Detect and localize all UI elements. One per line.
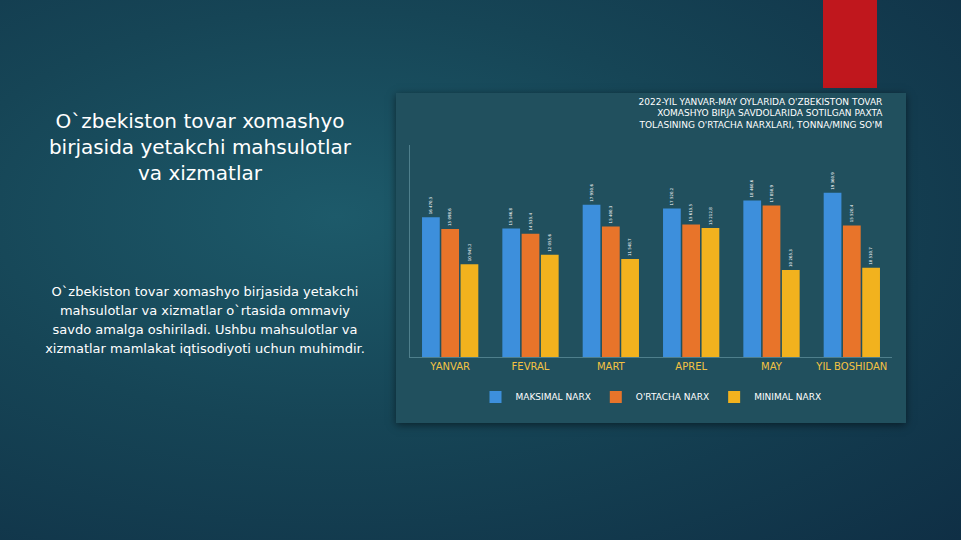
svg-text:10 945,2: 10 945,2 (467, 243, 472, 261)
svg-text:15 615,5: 15 615,5 (688, 203, 693, 221)
svg-text:14 535,4: 14 535,4 (528, 213, 533, 231)
html-text:O`zbekiston tovar xomashyo bir: O`zbekiston tovar xomashyo birjasida yet… (45, 284, 365, 356)
svg-text:YANVAR: YANVAR (429, 361, 470, 372)
svg-text:APREL: APREL (675, 361, 707, 372)
svg-text:17 520,2: 17 520,2 (669, 187, 674, 205)
svg-text:2022-YIL YANVAR-MAY OYLARIDA O: 2022-YIL YANVAR-MAY OYLARIDA O'ZBEKISTON… (638, 97, 883, 130)
svg-text:15 520,4: 15 520,4 (849, 204, 854, 222)
svg-text:MAKSIMAL NARX: MAKSIMAL NARX (516, 392, 591, 402)
svg-text:18 460,6: 18 460,6 (749, 179, 754, 197)
svg-text:17 850,9: 17 850,9 (769, 184, 774, 202)
svg-text:15 146,8: 15 146,8 (508, 207, 513, 225)
svg-text:19 360,9: 19 360,9 (830, 172, 835, 190)
svg-text:FEVRAL: FEVRAL (512, 361, 550, 372)
svg-text:O'RTACHA NARX: O'RTACHA NARX (636, 392, 709, 402)
svg-text:16 470,5: 16 470,5 (428, 196, 433, 214)
svg-text:MART: MART (597, 361, 626, 372)
svg-text:15 212,8: 15 212,8 (708, 207, 713, 225)
svg-text:15 400,3: 15 400,3 (608, 205, 613, 223)
svg-text:MAY: MAY (761, 361, 783, 372)
svg-text:MINIMAL NARX: MINIMAL NARX (754, 392, 821, 402)
svg-text:YIL BOSHIDAN: YIL BOSHIDAN (815, 361, 887, 372)
svg-text:15 098,6: 15 098,6 (447, 208, 452, 226)
svg-text:10 265,3: 10 265,3 (788, 249, 793, 267)
html-text:O`zbekiston tovar xomashyo bir: O`zbekiston tovar xomashyo birjasida yet… (48, 109, 352, 185)
svg-text:10 510,7: 10 510,7 (868, 247, 873, 265)
svg-text:12 055,6: 12 055,6 (547, 234, 552, 252)
svg-text:11 548,7: 11 548,7 (627, 238, 632, 256)
svg-text:17 950,6: 17 950,6 (589, 184, 594, 202)
